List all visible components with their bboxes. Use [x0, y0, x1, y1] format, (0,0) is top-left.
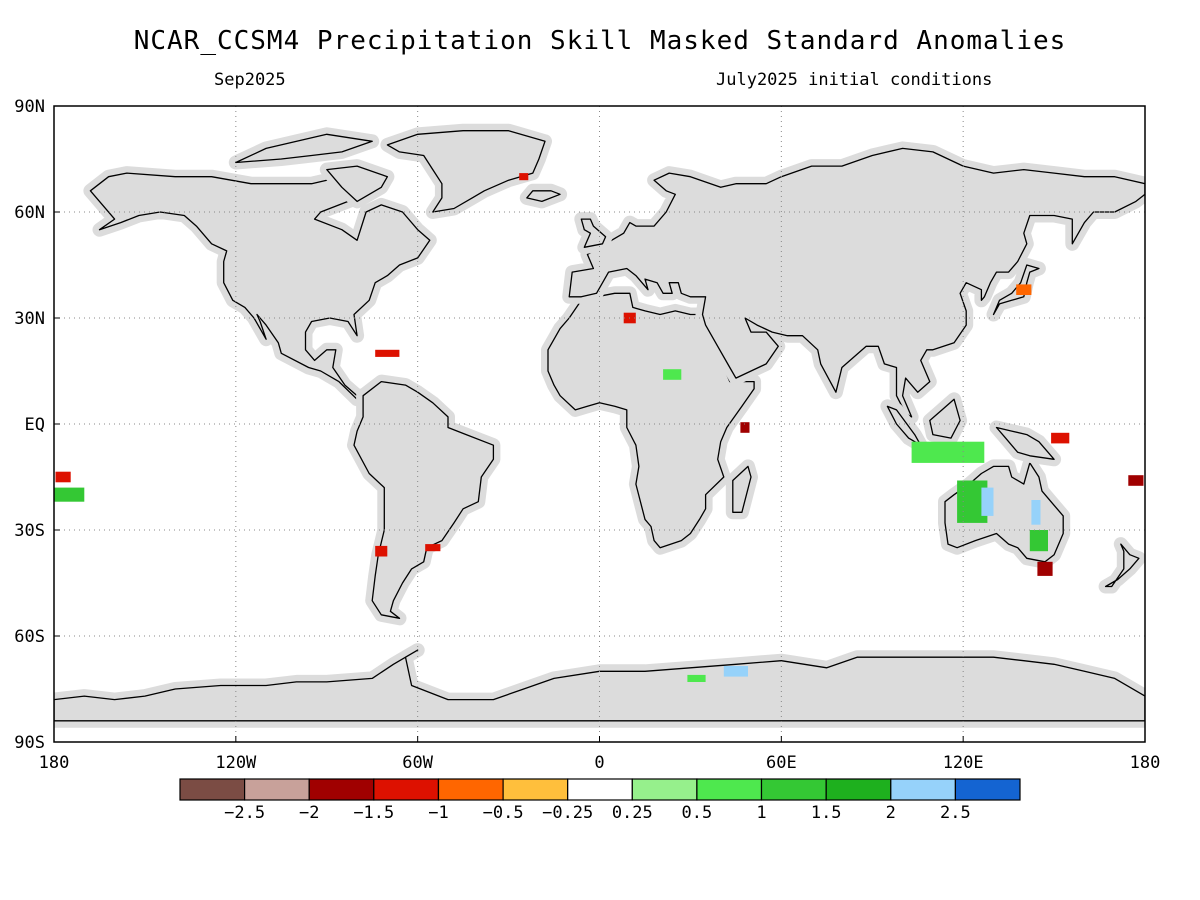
colorbar-label: −0.5 — [483, 803, 524, 823]
colorbar-label: −1.5 — [353, 803, 394, 823]
initial-conditions-label: July2025 initial conditions — [716, 70, 993, 90]
north-america-coast — [89, 172, 431, 400]
colorbar: −2.5 −2 −1.5 −1 −0.5 −0.25 0.25 0.5 1 1.5 2 2.5 — [179, 778, 1021, 823]
longitude-labels: 180 120W 60W 0 60E 120E 180 — [39, 736, 1161, 773]
colorbar-label: −1 — [428, 803, 448, 823]
colorbar-label: 0.5 — [682, 803, 713, 823]
lon-label: 0 — [594, 753, 604, 773]
gridlines — [54, 106, 1145, 742]
colorbar-label: −0.25 — [542, 803, 593, 823]
anomaly-patch-chile-dry — [375, 545, 388, 557]
valid-month-label: Sep2025 — [214, 70, 286, 90]
colorbar-label: 1 — [756, 803, 766, 823]
lat-label: 90S — [14, 733, 45, 753]
anomaly-patch-east-australia-wet — [1029, 530, 1048, 552]
colorbar-swatch — [373, 778, 439, 801]
colorbar-swatch — [696, 778, 763, 801]
eurasia-coast — [568, 147, 1145, 418]
colorbar-swatch — [825, 778, 892, 801]
lat-label: 30N — [14, 309, 45, 329]
greenland-coast — [386, 130, 546, 213]
borneo-coast — [929, 398, 961, 439]
anomaly-patch-japan-dry — [1016, 284, 1032, 295]
anomaly-patch-se-australia-dry — [1037, 561, 1053, 576]
baffin-coast — [326, 165, 389, 203]
anomaly-patch-central-africa-wet — [663, 369, 682, 380]
colorbar-label: 1.5 — [811, 803, 842, 823]
colorbar-swatch — [244, 778, 310, 801]
anomaly-patch-south-pacific-dry — [55, 471, 71, 483]
great-britain-coast — [580, 218, 607, 248]
colorbar-swatch — [954, 778, 1021, 801]
arctic-isles-coast — [235, 133, 373, 164]
land-layer — [54, 123, 1145, 728]
lat-label: 30S — [14, 521, 45, 541]
colorbar-label: 2.5 — [940, 803, 971, 823]
lon-label: 180 — [39, 753, 70, 773]
colorbar-swatch — [890, 778, 956, 801]
lat-label: 60S — [14, 627, 45, 647]
anomaly-patch-caribbean-dry — [375, 349, 400, 357]
madagascar-coast — [732, 465, 752, 513]
colorbar-swatch — [437, 778, 504, 801]
lon-label: 60W — [402, 753, 433, 773]
colorbar-swatch — [179, 778, 246, 801]
lon-label: 180 — [1130, 753, 1161, 773]
colorbar-swatch — [308, 778, 375, 801]
colorbar-swatch — [631, 778, 698, 801]
anomaly-patch-antarctica-very-wet — [723, 666, 748, 677]
anomaly-patch-indonesia-wet — [911, 441, 985, 463]
colorbar-label: −2.5 — [224, 803, 265, 823]
lon-label: 60E — [766, 753, 797, 773]
lat-label: EQ — [25, 415, 45, 435]
colorbar-label: 0.25 — [612, 803, 653, 823]
anomaly-patch-antarctica-wet — [687, 674, 706, 682]
antarctica-coast — [54, 649, 1145, 722]
new-guinea-coast — [995, 426, 1055, 460]
anomaly-patch-nw-australia-very-wet — [981, 487, 994, 516]
anomaly-patch-pacific-east-dry — [1128, 475, 1144, 486]
colorbar-label: 2 — [886, 803, 896, 823]
colorbar-swatch — [502, 778, 569, 801]
south-america-coast — [353, 380, 495, 619]
latitude-labels: 90N 60N 30N EQ 30S 60S 90S — [14, 97, 60, 753]
colorbar-swatch — [760, 778, 827, 801]
anomaly-patch-east-africa-dry — [740, 422, 750, 433]
anomaly-patch-south-pacific-wet — [54, 487, 85, 502]
anomaly-patch-uruguay-dry — [425, 544, 441, 552]
anomaly-patch-new-guinea-dry — [1051, 432, 1070, 444]
lat-label: 60N — [14, 203, 45, 223]
iceland-coast — [526, 190, 561, 203]
colorbar-label: −2 — [299, 803, 319, 823]
lon-label: 120W — [215, 753, 257, 773]
anomaly-patch-ne-australia-very-wet — [1031, 500, 1041, 525]
colorbar-swatch — [567, 778, 633, 801]
lon-label: 120E — [943, 753, 984, 773]
plot-title: NCAR_CCSM4 Precipitation Skill Masked St… — [133, 26, 1067, 56]
new-zealand-coast — [1104, 543, 1140, 588]
lat-label: 90N — [14, 97, 45, 117]
anomaly-patch-greenland-dry — [519, 173, 529, 181]
